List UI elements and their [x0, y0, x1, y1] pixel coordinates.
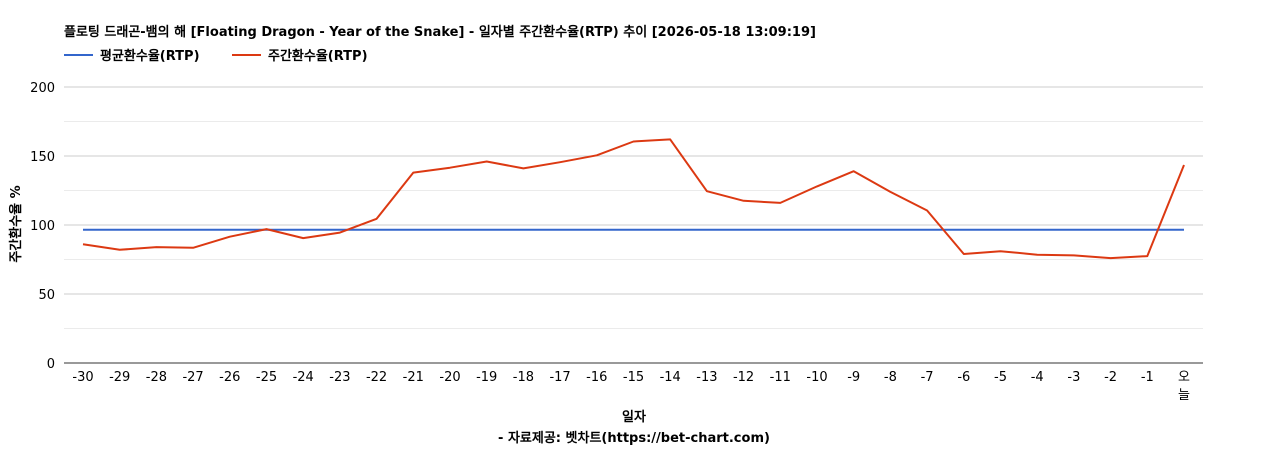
x-tick-label: -19: [476, 370, 497, 385]
x-tick-label: -12: [733, 370, 754, 385]
x-tick-label: -27: [182, 370, 203, 385]
x-tick-label: -24: [293, 370, 314, 385]
x-tick-label: -18: [513, 370, 534, 385]
x-tick-label: -3: [1067, 370, 1080, 385]
gridlines: [64, 86, 1203, 364]
x-axis-ticks: -30 -29 -28 -27 -26 -25 -24 -23 -22 -21 -20 -19 -18-…: [72, 370, 1190, 403]
x-tick-label: -8: [884, 370, 897, 385]
series-lines: [82, 138, 1185, 260]
x-tick-label: -9: [847, 370, 860, 385]
x-tick-label: -30: [72, 370, 93, 385]
x-tick-label: -2: [1104, 370, 1117, 385]
y-tick-label: 200: [30, 81, 55, 96]
x-tick-label: -25: [256, 370, 277, 385]
x-tick-label: -14: [660, 370, 681, 385]
source-credit: - 자료제공: 벳차트(https://bet-chart.com): [498, 430, 770, 446]
x-tick-label: -20: [439, 370, 460, 385]
x-tick-label: -23: [329, 370, 350, 385]
x-tick-label: -13: [696, 370, 717, 385]
series-line-weekly-rtp: [82, 138, 1185, 260]
x-axis-title: 일자: [622, 410, 646, 425]
x-tick-label: -1: [1141, 370, 1154, 385]
x-tick-label: -17: [549, 370, 570, 385]
x-tick-label: -5: [994, 370, 1007, 385]
x-tick-label: -22: [366, 370, 387, 385]
y-tick-label: 0: [47, 357, 55, 372]
legend-label-avg: 평균환수율(RTP): [100, 48, 200, 64]
x-tick-label: -28: [146, 370, 167, 385]
legend: 평균환수율(RTP) 주간환수율(RTP): [64, 48, 368, 64]
x-tick-label: -16: [586, 370, 607, 385]
x-tick-label: -6: [957, 370, 970, 385]
y-axis-ticks: 0 50 100 150 200: [30, 81, 55, 372]
chart-title: 플로팅 드래곤-뱀의 해 [Floating Dragon - Year of …: [64, 24, 816, 40]
x-tick-label: -29: [109, 370, 130, 385]
x-tick-label: -7: [921, 370, 934, 385]
legend-label-weekly: 주간환수율(RTP): [268, 48, 368, 64]
y-tick-label: 50: [38, 288, 55, 303]
y-tick-label: 100: [30, 219, 55, 234]
x-tick-label: -11: [770, 370, 791, 385]
y-tick-label: 150: [30, 150, 55, 165]
x-tick-label: -10: [806, 370, 827, 385]
x-tick-label: -15: [623, 370, 644, 385]
x-tick-label: -21: [403, 370, 424, 385]
x-tick-label: -4: [1031, 370, 1044, 385]
x-tick-label: -26: [219, 370, 240, 385]
y-axis-title: 주간환수율 %: [8, 185, 24, 262]
